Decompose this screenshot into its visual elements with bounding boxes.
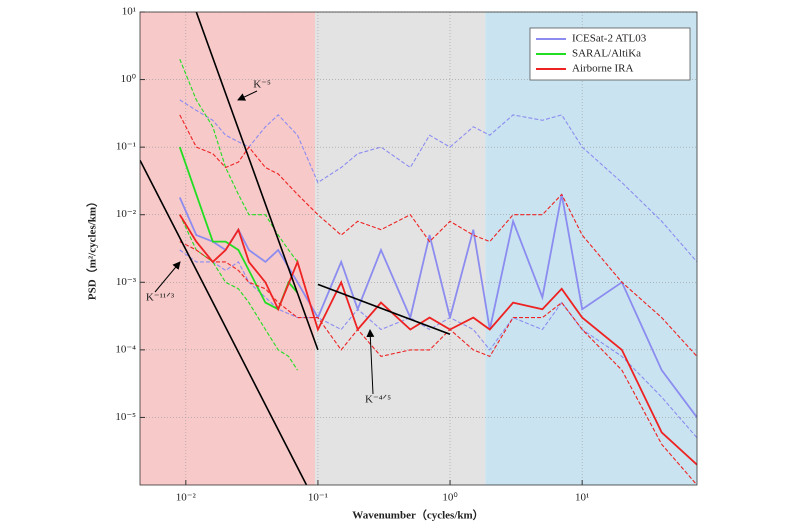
annotation-arrow <box>237 90 258 101</box>
x-tick-label: 10⁻¹ <box>308 492 328 504</box>
bound-line <box>179 241 697 485</box>
y-axis-label: PSD（m²/cycles/km） <box>86 196 99 300</box>
bound-line <box>179 114 697 357</box>
region <box>485 12 697 485</box>
bound-line <box>179 214 298 371</box>
x-tick-label: 10⁰ <box>442 492 458 504</box>
bound-line <box>179 249 697 439</box>
annotation-arrow <box>154 261 181 293</box>
reference-line <box>195 12 319 351</box>
bound-line <box>179 99 697 263</box>
plot-frame <box>139 11 698 486</box>
legend-label: Airborne IRA <box>572 63 633 75</box>
annotation: K⁻⁵ <box>253 79 271 91</box>
reference-line <box>140 159 308 485</box>
series-line <box>179 214 697 466</box>
legend-label: ICESat-2 ATL03 <box>572 33 647 45</box>
annotation-arrow <box>366 329 375 395</box>
y-tick-label: 10⁻³ <box>116 276 137 288</box>
x-tick-label: 10⁻² <box>176 492 197 504</box>
x-axis-label: Wavenumber（cycles/km） <box>352 509 483 522</box>
legend-label: SARAL/AltiKa <box>572 48 641 60</box>
y-tick-label: 10⁻² <box>116 208 137 220</box>
reference-line <box>317 283 451 336</box>
y-tick-label: 10⁻⁵ <box>115 411 136 423</box>
y-tick-label: 10¹ <box>122 6 136 18</box>
annotation: K⁻¹¹ᐟ³ <box>146 292 175 304</box>
annotation: K⁻⁴ᐟ⁵ <box>365 394 391 406</box>
y-tick-label: 10⁻¹ <box>116 141 136 153</box>
region <box>314 12 486 485</box>
bound-line <box>179 58 298 263</box>
x-tick-label: 10¹ <box>575 492 589 504</box>
y-tick-label: 10⁰ <box>121 73 137 85</box>
y-tick-label: 10⁻⁴ <box>115 343 136 355</box>
